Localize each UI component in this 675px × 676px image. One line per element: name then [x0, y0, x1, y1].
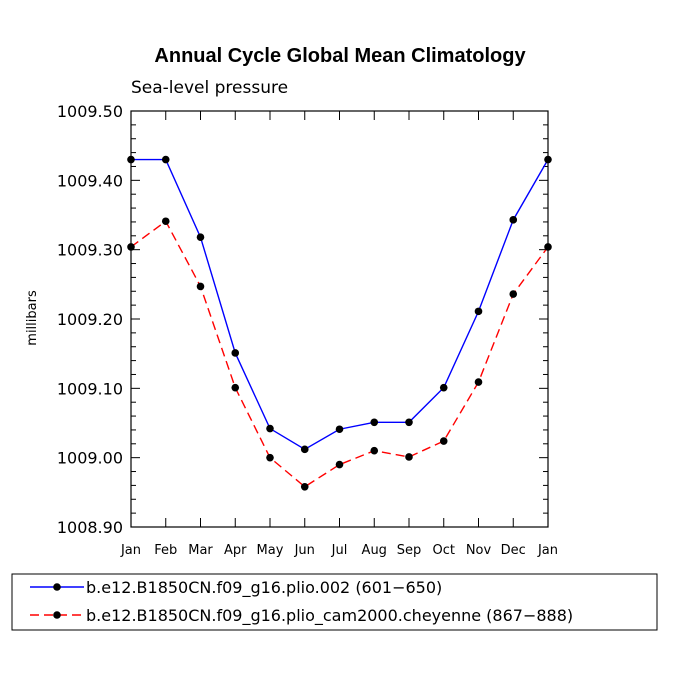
series-1-point [509, 216, 518, 224]
legend-marker-2 [53, 611, 61, 619]
series-1-point [335, 425, 344, 434]
series-1-point [231, 349, 240, 357]
x-tick-label: Jun [294, 543, 315, 558]
series-2-point [231, 383, 240, 392]
x-axis-ticks: Jan Feb Mar Apr May Jun Jul Aug Sep Oct Nov Dec Jan [120, 111, 558, 558]
chart-subtitle: Sea-level pressure [131, 78, 288, 98]
series-1-point [405, 418, 413, 427]
series-1-point [544, 155, 552, 164]
series-1-point [370, 418, 379, 427]
y-tick-label: 1009.00 [57, 449, 123, 468]
y-axis-label: millibars [25, 290, 40, 346]
series-2-point [300, 482, 309, 491]
series-1-point [474, 307, 483, 316]
y-tick-label: 1009.20 [57, 310, 123, 329]
series-1-point [300, 445, 309, 454]
legend-label-1: b.e12.B1850CN.f09_g16.plio.002 (601−650) [86, 578, 442, 598]
series-2-point [127, 243, 135, 251]
series-2-point [405, 453, 413, 461]
x-tick-label: Sep [397, 543, 422, 558]
x-tick-label: Jan [120, 543, 141, 558]
series-line-2 [130, 220, 549, 488]
series-1-point [127, 155, 135, 164]
x-tick-label: Dec [501, 543, 526, 558]
y-tick-label: 1009.30 [57, 241, 123, 260]
y-tick-label: 1009.50 [57, 102, 123, 121]
series-2-point [474, 378, 483, 386]
x-tick-label: Aug [362, 543, 387, 558]
series-1-point [196, 233, 205, 241]
legend-marker-1 [53, 583, 61, 591]
series-1-point [439, 383, 448, 392]
legend-box [11, 573, 658, 631]
series-1-point [161, 155, 170, 164]
y-tick-label: 1009.40 [57, 171, 123, 190]
series-line-1 [131, 158, 549, 451]
series-layer [127, 155, 552, 491]
series-2-point [196, 282, 205, 291]
legend-label-2: b.e12.B1850CN.f09_g16.plio_cam2000.cheye… [86, 606, 573, 626]
x-tick-label: Nov [466, 543, 492, 558]
x-tick-label: May [257, 543, 284, 558]
series-2-point [439, 437, 448, 445]
y-tick-label: 1008.90 [57, 518, 123, 537]
x-tick-label: Mar [188, 543, 213, 558]
series-2-point [161, 217, 170, 226]
series-2-point [335, 460, 344, 469]
x-tick-label: Feb [154, 543, 177, 558]
y-tick-label: 1009.10 [57, 379, 123, 398]
x-tick-label: Apr [224, 543, 247, 558]
x-tick-label: Jul [331, 543, 348, 558]
series-2-point [544, 243, 552, 251]
y-axis-ticks: 1009.50 1009.40 1009.30 1009.20 1009.10 1009.… [57, 102, 548, 537]
series-2-point [370, 446, 379, 455]
x-tick-label: Oct [433, 543, 455, 558]
chart-title: Annual Cycle Global Mean Climatology [154, 45, 526, 67]
series-2-point [266, 453, 274, 462]
series-2-point [509, 290, 518, 298]
legend: b.e12.B1850CN.f09_g16.plio.002 (601−650)… [30, 578, 573, 626]
series-1-point [266, 424, 274, 433]
x-tick-label: Jan [537, 543, 558, 558]
